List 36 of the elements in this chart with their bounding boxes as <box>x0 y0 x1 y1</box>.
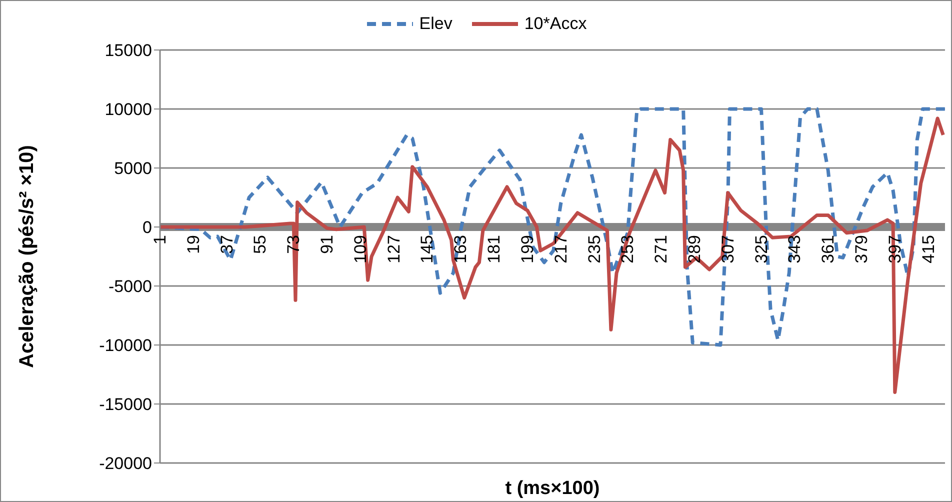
y-tick-label: -5000 <box>108 277 152 296</box>
x-tick-label: 397 <box>885 235 904 264</box>
x-tick-label: 289 <box>684 235 704 264</box>
x-tick-label: 109 <box>350 235 370 264</box>
x-tick-label: 217 <box>551 235 570 264</box>
x-tick-label: 1 <box>150 235 170 244</box>
x-tick-label: 73 <box>284 235 304 254</box>
x-tick-label: 199 <box>518 235 537 264</box>
x-tick-label: 37 <box>217 235 236 254</box>
y-tick-label: -10000 <box>99 336 152 356</box>
y-tick-label: -15000 <box>99 395 152 414</box>
x-tick-label: 415 <box>918 235 938 264</box>
x-tick-label: 271 <box>652 235 671 264</box>
x-tick-label: 19 <box>184 235 203 254</box>
y-axis-title: Aceleração (pés/s² ×10) <box>16 145 38 368</box>
x-tick-label: 361 <box>818 235 838 264</box>
legend-label: Elev <box>419 14 452 34</box>
y-tick-label: -20000 <box>99 454 152 474</box>
x-tick-label: 253 <box>618 235 638 264</box>
x-tick-label: 91 <box>318 235 337 254</box>
y-tick-label: 10000 <box>104 100 152 120</box>
x-tick-label: 145 <box>418 235 437 264</box>
x-tick-label: 325 <box>752 235 771 264</box>
x-tick-label: 235 <box>584 235 604 264</box>
x-tick-label: 379 <box>852 235 871 264</box>
x-tick-label: 307 <box>718 235 738 264</box>
x-tick-label: 127 <box>384 235 404 264</box>
legend-label: 10*Accx <box>524 14 587 34</box>
x-tick-label: 343 <box>785 235 804 264</box>
x-tick-label: 163 <box>451 235 470 264</box>
y-tick-label: 0 <box>142 218 152 238</box>
x-axis-title: t (ms×100) <box>505 478 600 499</box>
x-tick-label: 55 <box>250 235 270 254</box>
y-tick-label: 15000 <box>104 41 152 60</box>
x-tick-label: 181 <box>484 235 504 264</box>
y-tick-label: 5000 <box>114 159 152 178</box>
